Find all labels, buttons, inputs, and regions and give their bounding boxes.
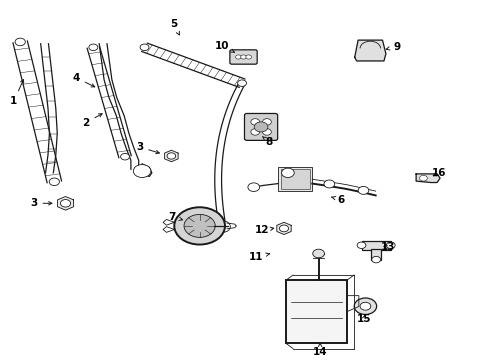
Circle shape (167, 153, 175, 159)
Circle shape (419, 175, 427, 181)
Circle shape (61, 199, 70, 207)
Circle shape (371, 256, 380, 263)
Circle shape (324, 180, 334, 188)
Circle shape (183, 215, 215, 237)
Text: 13: 13 (380, 242, 395, 252)
Text: 16: 16 (430, 168, 445, 178)
Circle shape (174, 207, 224, 244)
Text: 14: 14 (312, 343, 327, 357)
Bar (280, 169, 309, 189)
Circle shape (281, 168, 294, 177)
Circle shape (250, 129, 259, 135)
Circle shape (279, 225, 288, 232)
Circle shape (262, 129, 271, 135)
Polygon shape (276, 222, 290, 234)
Text: 2: 2 (82, 114, 102, 128)
Circle shape (245, 55, 251, 59)
Bar (285, 280, 346, 343)
Text: 6: 6 (331, 195, 344, 205)
Circle shape (237, 80, 246, 86)
Bar (361, 241, 390, 249)
Bar (278, 167, 312, 191)
Bar (370, 249, 380, 260)
Text: 10: 10 (214, 41, 234, 52)
Text: 7: 7 (168, 212, 182, 221)
Circle shape (254, 122, 267, 132)
Circle shape (49, 178, 60, 185)
Circle shape (133, 165, 151, 177)
Polygon shape (354, 40, 385, 61)
FancyBboxPatch shape (229, 50, 257, 64)
Text: 12: 12 (254, 225, 273, 235)
Circle shape (240, 55, 246, 59)
Circle shape (357, 186, 368, 194)
Text: 8: 8 (262, 136, 272, 147)
Circle shape (359, 302, 370, 310)
Circle shape (312, 249, 324, 258)
FancyBboxPatch shape (244, 113, 277, 140)
Circle shape (121, 153, 129, 160)
Circle shape (262, 119, 271, 125)
Polygon shape (415, 174, 439, 183)
Circle shape (247, 183, 259, 192)
Circle shape (15, 38, 25, 46)
Circle shape (214, 221, 230, 232)
Circle shape (356, 242, 365, 248)
Circle shape (89, 44, 98, 50)
Text: 15: 15 (356, 314, 370, 324)
Circle shape (353, 298, 376, 315)
Text: 3: 3 (136, 142, 159, 154)
Text: 1: 1 (10, 80, 23, 106)
Text: 3: 3 (30, 198, 52, 208)
Text: 4: 4 (72, 73, 95, 87)
Polygon shape (58, 197, 73, 210)
Polygon shape (164, 150, 178, 162)
Text: 9: 9 (386, 42, 399, 51)
Circle shape (386, 242, 394, 248)
Text: 5: 5 (170, 19, 179, 35)
Text: 11: 11 (248, 252, 269, 262)
Circle shape (140, 44, 149, 50)
Circle shape (250, 119, 259, 125)
Circle shape (235, 55, 241, 59)
